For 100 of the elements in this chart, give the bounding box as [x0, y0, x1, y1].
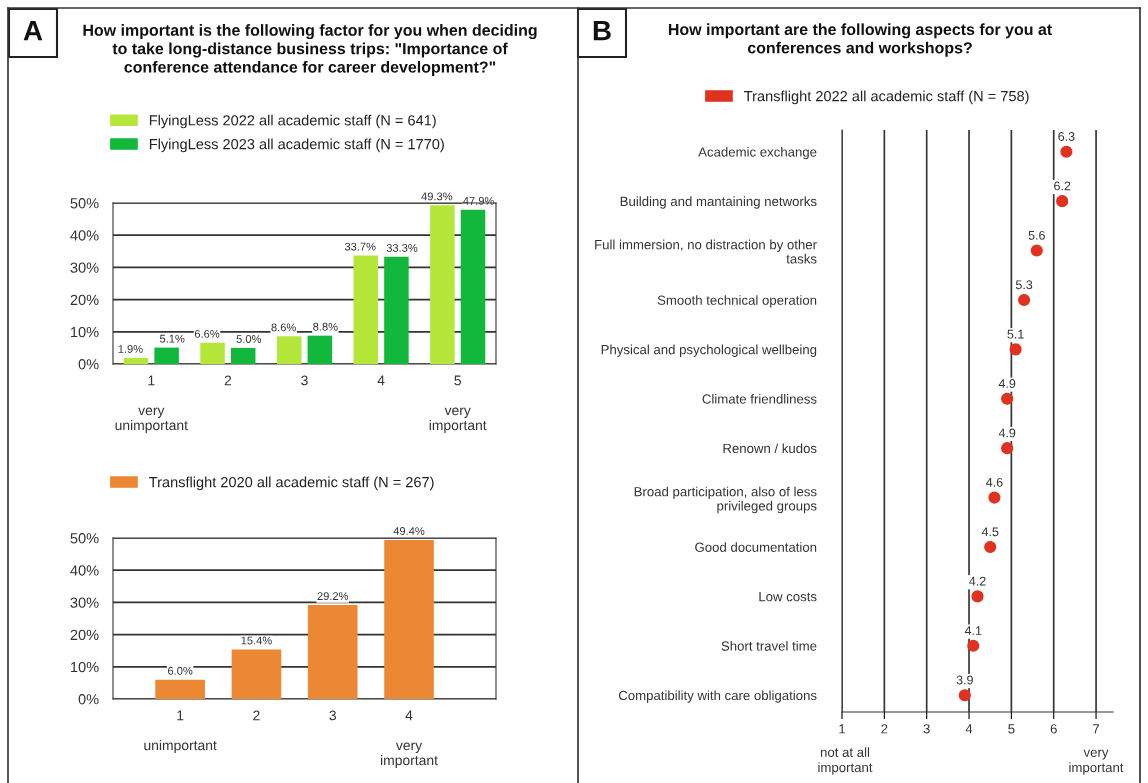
bar: [154, 347, 179, 364]
bar: [460, 209, 486, 364]
data-label: 5.0%: [236, 335, 262, 343]
point: [1001, 392, 1014, 405]
point: [1056, 195, 1069, 208]
data-label: 4.9: [998, 428, 1016, 438]
text: B: [593, 21, 611, 41]
y-tick-label: Low costs: [759, 592, 817, 602]
category-label: 4 very important: [381, 710, 438, 768]
point: [1018, 293, 1031, 307]
y-tick-label: 40%: [70, 565, 99, 576]
x-tick-label: 4: [377, 375, 385, 386]
legend-label: FlyingLess 2022 all academic staff (N = 641): [149, 114, 436, 129]
y-tick-label: Compatibility with care obligations: [618, 690, 817, 703]
y-tick-label: 30%: [70, 262, 99, 273]
bar: [231, 649, 282, 699]
y-tick-label: Good documentation: [695, 542, 817, 552]
x-tick-label: 2: [881, 724, 888, 734]
x-tick-label: 2: [253, 710, 260, 721]
data-label: 4.9: [998, 379, 1016, 388]
point: [1009, 343, 1022, 356]
point: [988, 491, 1001, 504]
data-label: 8.8%: [313, 322, 338, 331]
category-label: 1 very unimportant: [115, 375, 188, 433]
y-tick-label: 0%: [78, 694, 99, 705]
y-tick-label: Physical and psychological wellbeing: [601, 344, 817, 357]
bar: [230, 347, 256, 364]
data-label: 5.3: [1015, 280, 1033, 290]
bar: [384, 256, 409, 364]
x-tick-label: 4: [965, 724, 973, 734]
x-tick-label: 1: [839, 724, 846, 734]
data-label: 49.3%: [421, 192, 453, 201]
point: [958, 689, 971, 702]
x-tick-label: 5: [1008, 724, 1015, 734]
x-tick-label: 3: [923, 724, 930, 734]
category-label: 5 very important: [429, 375, 487, 433]
x-tick-label: 2: [224, 375, 232, 386]
point: [1060, 145, 1073, 158]
data-label: 5.6: [1028, 230, 1045, 240]
y-tick-label: 10%: [71, 326, 99, 338]
point: [1001, 442, 1014, 455]
x-tick-label: 3: [329, 710, 336, 721]
x-tick-label: 6: [1050, 724, 1057, 734]
bar: [200, 342, 225, 364]
point: [971, 590, 984, 603]
bar: [430, 205, 455, 364]
category-label: 1 unimportant: [144, 710, 217, 753]
data-label: 5.1: [1007, 329, 1024, 339]
data-label: 4.5: [981, 527, 999, 537]
x-tick-label: 3: [301, 375, 308, 386]
data-label: 4.6: [986, 477, 1003, 487]
y-tick-label: Broad participation, also of less privileged groups: [634, 486, 817, 514]
data-label: 33.3%: [386, 243, 418, 252]
y-tick-label: Climate friendliness: [702, 393, 817, 404]
bar: [384, 539, 434, 699]
point: [1030, 244, 1043, 257]
y-tick-label: Renown / kudos: [723, 443, 817, 454]
data-label: 4.1: [964, 626, 982, 635]
data-label: 6.0%: [168, 666, 193, 675]
data-label: 6.6%: [194, 329, 220, 338]
data-label: 47.9%: [463, 196, 494, 205]
y-tick-label: 50%: [70, 533, 99, 544]
legend-label: Transflight 2022 all academic staff (N = 758): [744, 90, 1029, 105]
text: not at all important: [818, 747, 873, 775]
bar: [123, 357, 149, 364]
data-label: 33.7%: [344, 242, 376, 251]
y-tick-label: Full immersion, no distraction by other tasks: [595, 239, 817, 264]
data-label: 1.9%: [118, 345, 143, 353]
data-label: 3.9: [956, 675, 973, 685]
data-label: 6.3: [1058, 132, 1075, 141]
y-tick-label: Academic exchange: [698, 146, 817, 160]
y-tick-label: 10%: [71, 661, 99, 673]
x-tick-label: 7: [1093, 724, 1100, 734]
data-label: 49.4%: [393, 527, 425, 535]
data-label: 4.2: [969, 576, 986, 586]
bar: [276, 336, 302, 364]
data-label: 29.2%: [317, 592, 349, 600]
text: A: [23, 21, 43, 41]
data-label: 6.2: [1054, 181, 1071, 191]
y-tick-label: 0%: [78, 359, 99, 370]
point: [984, 540, 997, 554]
chart-title: How important is the following factor for you when deciding to take long-distance business trips: "Importance of conference attendance for career development?": [83, 24, 537, 76]
chart-title: How important are the following aspects for you at conferences and workshops?: [668, 23, 1052, 57]
bar: [353, 255, 379, 364]
y-tick-label: 20%: [70, 294, 99, 306]
y-tick-label: 20%: [70, 629, 99, 641]
text: very important: [1069, 749, 1124, 775]
y-tick-label: Building and mantaining networks: [620, 196, 817, 209]
y-tick-label: Short travel time: [721, 641, 817, 651]
legend-label: Transflight 2020 all academic staff (N = 267): [149, 476, 434, 491]
y-tick-label: 50%: [70, 198, 99, 209]
data-label: 15.4%: [241, 636, 272, 645]
data-label: 5.1%: [159, 334, 185, 343]
y-tick-label: 40%: [70, 230, 99, 241]
bar: [155, 679, 205, 699]
y-tick-label: Smooth technical operation: [657, 295, 817, 308]
data-label: 8.6%: [271, 323, 296, 332]
y-tick-label: 30%: [70, 597, 99, 608]
legend-label: FlyingLess 2023 all academic staff (N = 1770): [149, 138, 444, 153]
point: [967, 639, 980, 652]
